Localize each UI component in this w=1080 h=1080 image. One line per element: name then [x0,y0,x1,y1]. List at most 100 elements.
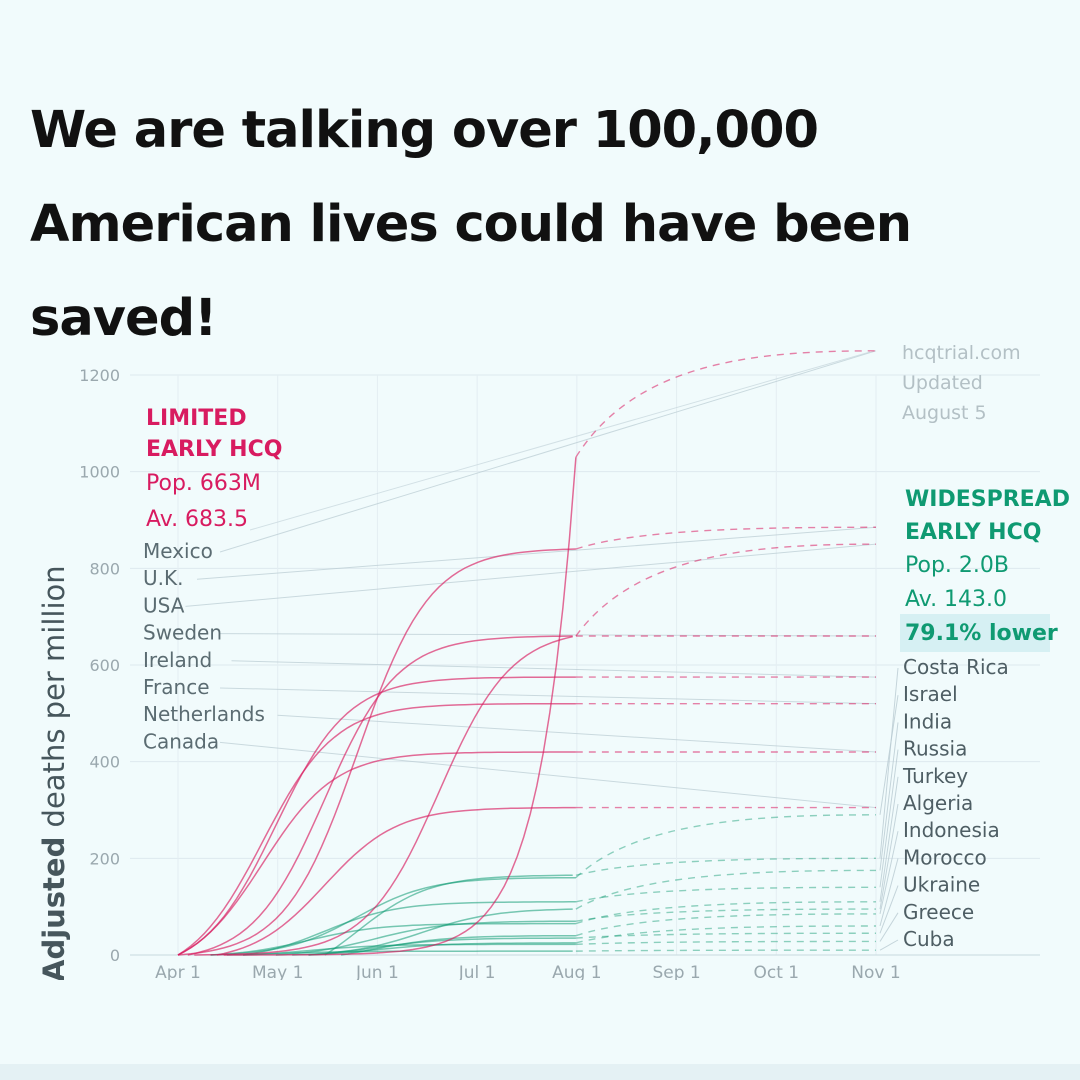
source-text: August 5 [902,402,987,424]
x-tick-label: Nov 1 [851,963,900,980]
widespread-country-label: Ukraine [903,873,980,897]
series-projection [575,913,877,937]
series-line [187,635,573,956]
leader-line [879,667,899,859]
series-projection [575,932,877,939]
bottom-strip [0,1064,1080,1080]
y-axis-label: Adjusted deaths per million [37,565,71,980]
widespread-country-label: India [903,709,952,733]
x-tick-label: Apr 1 [155,963,201,980]
series-projection [575,886,877,903]
series-line [243,943,576,956]
limited-series [177,350,877,956]
series-line [216,806,576,956]
widespread-country-label: Israel [903,682,958,706]
leader-line [879,831,899,915]
x-ticks: Apr 1 May 1 Jun 1 Jul 1 Aug 1 Sep 1 Oct 1 Nov 1 [155,963,901,980]
leader-line [879,885,899,934]
widespread-pop: Pop. 2.0B [905,553,1009,578]
widespread-country-label: Costa Rica [903,655,1009,679]
leader-line [879,695,899,815]
leader-line [196,526,877,580]
widespread-country-label: Cuba [903,927,955,951]
series-line [194,635,573,956]
y-tick-label: 800 [89,559,120,578]
widespread-country-label: Turkey [902,764,968,788]
leader-line [879,749,899,888]
leader-line [879,803,899,910]
y-tick-label: 400 [89,753,120,772]
leader-lines [185,350,899,951]
leader-line [879,776,899,902]
widespread-country-label: Greece [903,900,974,924]
limited-country-label: U.K. [143,566,183,590]
widespread-country-label: Morocco [903,845,987,869]
leader-line [277,714,877,753]
limited-heading: EARLY HCQ [146,437,282,462]
x-tick-label: Sep 1 [652,963,700,980]
widespread-average: Av. 143.0 [905,587,1007,612]
limited-country-label: Mexico [143,539,213,563]
y-tick-label: 0 [110,946,120,965]
y-axis-label-rest: deaths per million [37,565,71,836]
limited-average: Av. 683.5 [146,507,248,532]
y-tick-label: 200 [89,849,120,868]
series-line [177,751,576,956]
source-text: hcqtrial.com [902,342,1021,364]
series-projection [575,350,877,458]
x-tick-label: Aug 1 [552,963,601,980]
leader-line [879,912,899,942]
headline-line-3: saved! [30,289,217,348]
series-projection [575,814,877,879]
y-tick-label: 1000 [79,463,120,482]
widespread-series [210,814,877,956]
leader-line [219,741,877,809]
x-tick-label: May 1 [252,963,303,980]
limited-country-label: Sweden [143,621,222,645]
limited-country-label: France [143,675,210,699]
leader-line [231,660,877,678]
headline-line-1: We are talking over 100,000 [30,101,819,160]
series-line [340,934,576,956]
x-tick-label: Oct 1 [753,963,799,980]
y-axis-label-bold: Adjusted [37,837,71,980]
series-projection [575,901,877,925]
leader-line [219,687,877,705]
leader-line [185,543,877,607]
series-projection [575,925,877,944]
x-tick-label: Jun 1 [355,963,399,980]
series-projection [575,869,877,910]
leader-line [219,350,877,553]
deaths-chart: 0 200 400 600 800 1000 1200 Apr 1 May 1 Jun 1 Jul… [37,342,1070,980]
series-line [177,676,576,956]
series-projection [575,940,877,946]
widespread-heading: WIDESPREAD [905,487,1070,512]
lower-highlight [900,614,1050,652]
series-projection [575,949,877,952]
limited-heading: LIMITED [146,406,247,431]
source-text: Updated [902,372,983,394]
series-projection [575,908,877,922]
source-leader-line [249,351,871,531]
widespread-lower: 79.1% lower [905,621,1058,646]
series-line [243,901,576,956]
y-tick-label: 1200 [79,366,120,385]
headline-line-2: American lives could have been [30,195,912,254]
leader-line [879,722,899,871]
widespread-heading: EARLY HCQ [905,520,1041,545]
leader-line [879,858,899,927]
y-tick-label: 600 [89,656,120,675]
headline: We are talking over 100,000 American liv… [30,84,1050,366]
widespread-country-label: Indonesia [903,818,1000,842]
series-projection [575,857,877,876]
limited-pop: Pop. 663M [146,471,261,496]
widespread-country-label: Russia [903,737,967,761]
series-line [223,457,577,956]
leader-line [219,633,877,637]
series-projection [575,526,877,550]
y-ticks: 0 200 400 600 800 1000 1200 [79,366,120,965]
limited-country-label: USA [143,593,185,617]
limited-country-label: Canada [143,729,219,753]
limited-country-label: Netherlands [143,702,265,726]
leader-line [879,939,899,951]
